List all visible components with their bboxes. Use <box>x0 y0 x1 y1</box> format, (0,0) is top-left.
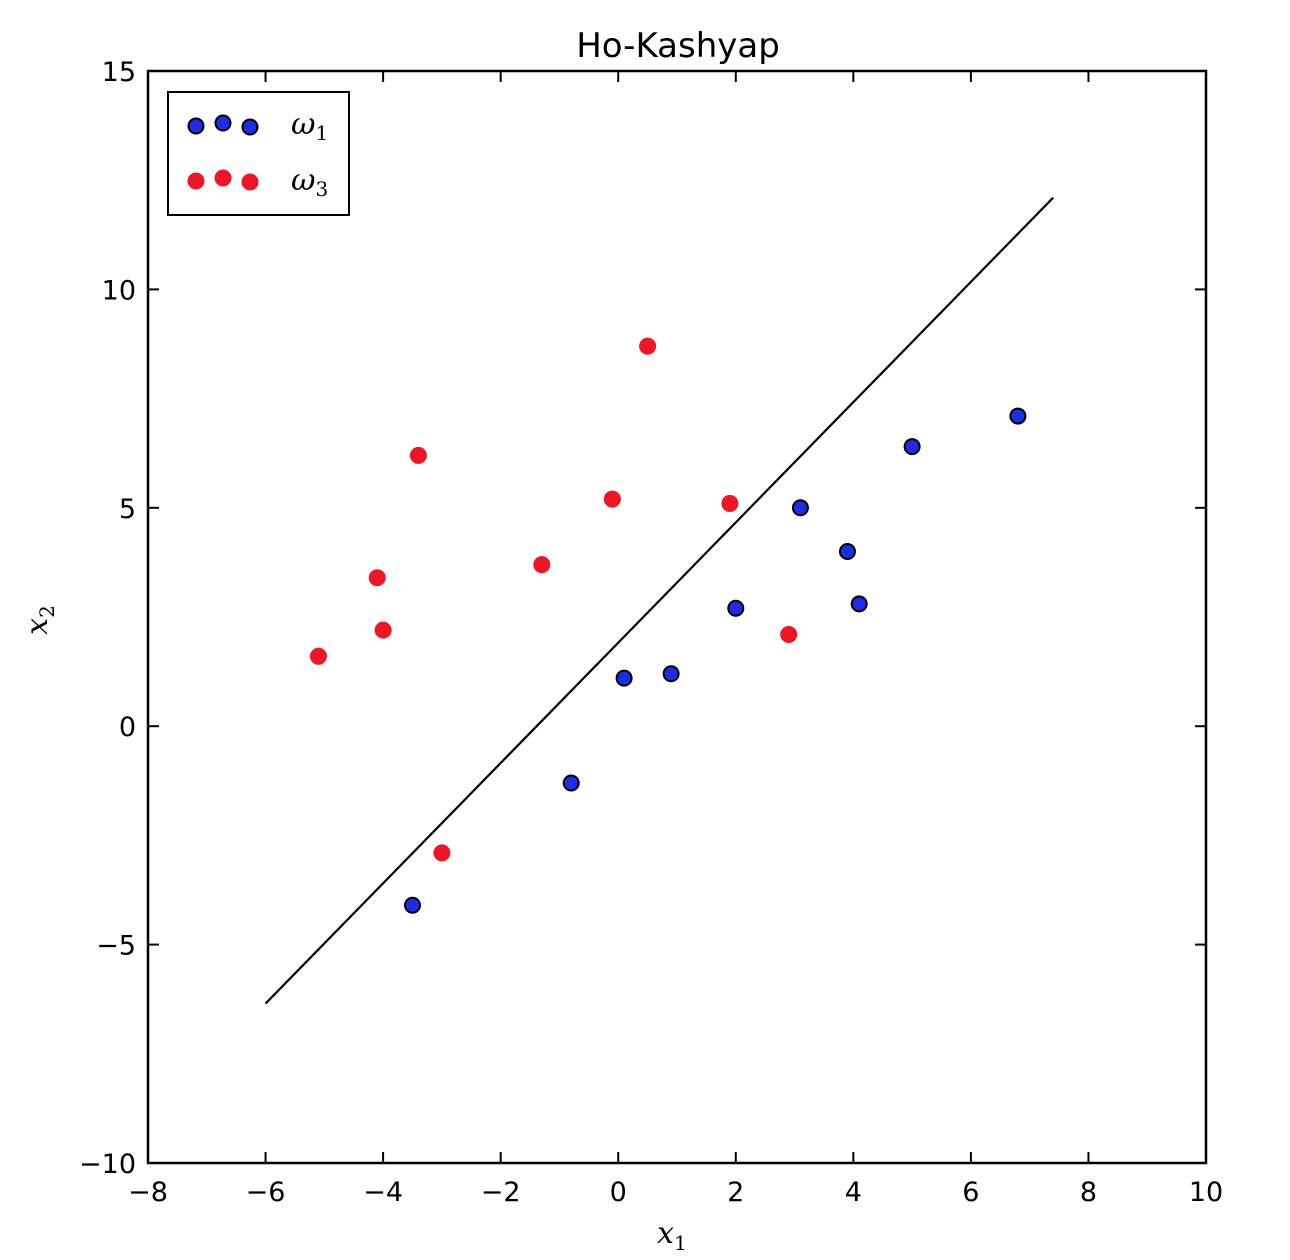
x-tick-label: 4 <box>845 1177 862 1208</box>
legend-marker-series-1 <box>187 117 205 135</box>
scatter-point-series-1 <box>562 774 580 792</box>
y-tick-label: 5 <box>119 494 136 525</box>
axis-ticks: −8 −6 −4 −2 0 2 4 6 8 10 −10 −5 0 5 10 15 <box>79 57 1223 1208</box>
x-tick-label: 0 <box>610 1177 627 1208</box>
x-axis-label: x1 <box>657 1216 687 1255</box>
x-tick-label: 8 <box>1080 1177 1097 1208</box>
legend-marker-series-1 <box>241 118 259 136</box>
legend-label-omega3: ω3 <box>291 163 328 201</box>
scatter-point-series-2 <box>721 494 739 512</box>
chart-title: Ho-Kashyap <box>576 26 780 66</box>
legend-label-omega1: ω1 <box>291 107 328 145</box>
y-tick-label: −5 <box>96 931 136 962</box>
legend-marker-series-1 <box>214 114 232 132</box>
y-tick-label: 15 <box>102 57 136 88</box>
scatter-point-series-2 <box>639 337 657 355</box>
scatter-point-series-1 <box>727 599 745 617</box>
legend-marker-series-2 <box>214 169 232 187</box>
x-tick-label: −6 <box>246 1177 286 1208</box>
scatter-point-series-2 <box>433 844 451 862</box>
x-tick-label: −4 <box>363 1177 403 1208</box>
x-tick-label: −2 <box>481 1177 521 1208</box>
scatter-point-series-1 <box>615 669 633 687</box>
legend-marker-series-2 <box>241 173 259 191</box>
legend-markers <box>187 114 259 191</box>
y-tick-label: 0 <box>119 712 136 743</box>
x-tick-label: 6 <box>962 1177 979 1208</box>
scatter-point-series-2 <box>603 490 621 508</box>
scatter-point-series-1 <box>662 665 680 683</box>
scatter-point-series-1 <box>1009 407 1027 425</box>
scatter-point-series-2 <box>533 556 551 574</box>
decision-boundary-line <box>264 196 1054 1005</box>
y-tick-label: −10 <box>79 1149 136 1180</box>
scatter-point-series-2 <box>374 621 392 639</box>
scatter-point-series-2 <box>780 625 798 643</box>
scatter-point-series-1 <box>838 542 856 560</box>
x-tick-label: 2 <box>727 1177 744 1208</box>
legend-marker-series-2 <box>187 172 205 190</box>
scatter-point-series-2 <box>368 569 386 587</box>
legend: ω1 ω3 <box>167 91 350 216</box>
scatter-point-series-2 <box>309 647 327 665</box>
scatter-point-series-1 <box>850 595 868 613</box>
legend-box <box>167 91 350 216</box>
data-marks <box>264 196 1054 1005</box>
y-axis-label: x2 <box>20 605 59 635</box>
plot-frame <box>146 69 1208 1165</box>
x-tick-label: 10 <box>1189 1177 1223 1208</box>
scatter-point-series-1 <box>903 438 921 456</box>
scatter-point-series-2 <box>409 446 427 464</box>
scatter-point-series-1 <box>791 499 809 517</box>
y-tick-label: 10 <box>102 275 136 306</box>
x-tick-label: −8 <box>128 1177 168 1208</box>
scatter-point-series-1 <box>404 896 421 914</box>
